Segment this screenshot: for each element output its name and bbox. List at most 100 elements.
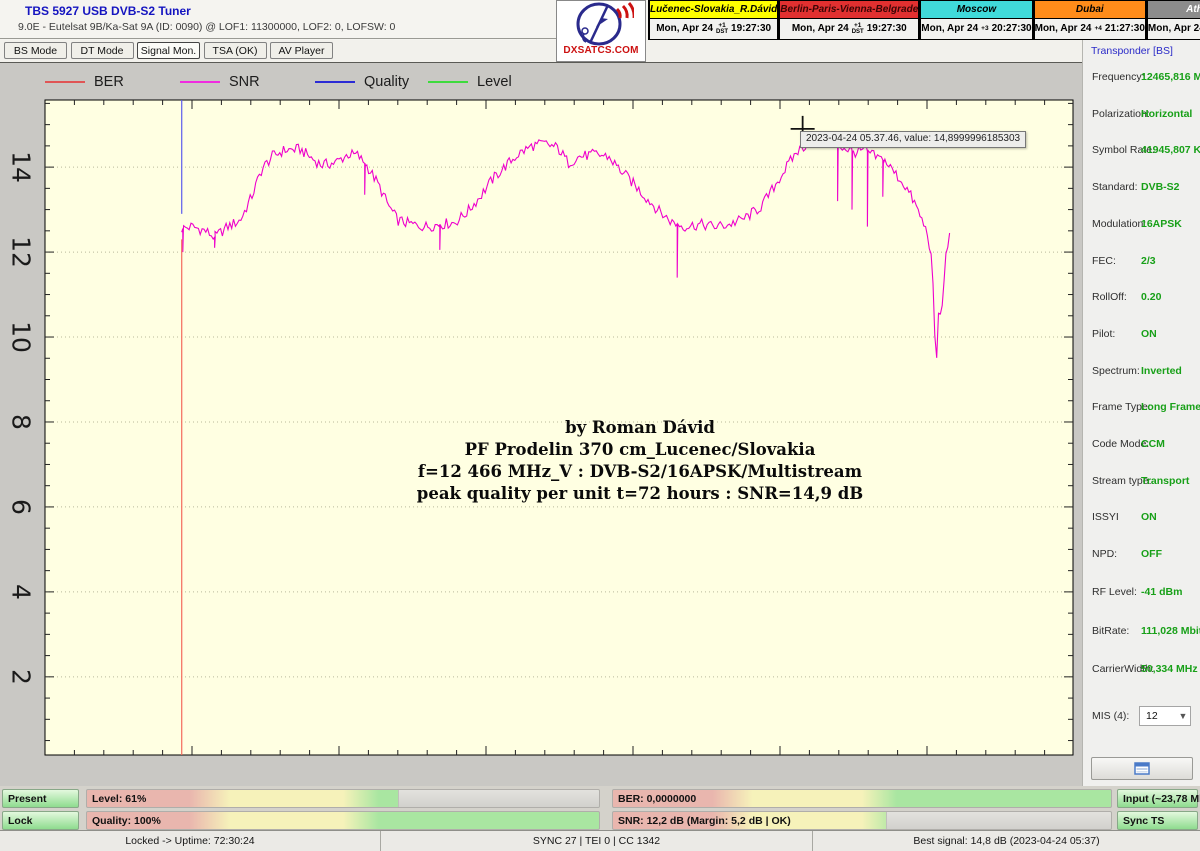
progress-bar-ber: BER: 0,0000000 xyxy=(612,789,1112,808)
tab-av-player[interactable]: AV Player xyxy=(270,42,333,59)
field-label: FEC: xyxy=(1092,254,1116,267)
field-label: ISSYI xyxy=(1092,511,1119,524)
tab-tsa-ok-[interactable]: TSA (OK) xyxy=(203,42,267,59)
chart-legend: BER SNR Quality Level xyxy=(0,71,600,93)
transponder-field-fec-: FEC: 2/3 xyxy=(1083,252,1200,272)
legend-label: Quality xyxy=(364,74,410,90)
field-label: Standard: xyxy=(1092,181,1138,194)
field-value: 12465,816 MHz xyxy=(1141,71,1200,83)
legend-swatch xyxy=(45,81,85,83)
mis-label: MIS (4): xyxy=(1092,710,1130,722)
chart-tooltip: 2023-04-24 05.37.46, value: 14,899999618… xyxy=(800,131,1027,148)
annotation-line: PF Prodelin 370 cm_Lucenec/Slovakia xyxy=(464,440,816,459)
clock-time: Mon, Apr 24 +1 DST 19:27:30 xyxy=(650,18,778,39)
legend-label: Level xyxy=(477,74,512,90)
signal-status-rows: Present Level: 61% BER: 0,0000000 Input (~2… xyxy=(0,786,1200,830)
field-label: NPD: xyxy=(1092,548,1118,561)
clock-utc-offset: +3 xyxy=(981,24,989,32)
status-badge-sync-ts: Sync TS xyxy=(1117,811,1198,830)
progress-remainder xyxy=(885,812,1111,829)
field-label: RollOff: xyxy=(1092,291,1127,304)
transponder-field-frame-type-: Frame Type: Long Frame xyxy=(1083,398,1200,418)
clock-date: Mon, Apr 24 xyxy=(656,23,714,35)
satellite-dish-icon xyxy=(576,2,634,46)
field-value: 50,334 MHz xyxy=(1141,662,1198,675)
dxsatcs-logo: DXSATCS.COM xyxy=(556,0,646,62)
statusbar: Locked -> Uptime: 72:30:24 SYNC 27 | TEI… xyxy=(0,830,1200,851)
field-label: BitRate: xyxy=(1092,624,1130,637)
field-value: OFF xyxy=(1141,548,1162,561)
field-label: Modulation: xyxy=(1092,217,1147,230)
tab-signal-mon-[interactable]: Signal Mon. xyxy=(137,42,200,59)
field-value: 111,028 Mbit/s xyxy=(1141,624,1200,637)
clock-city-label: Moscow xyxy=(921,1,1032,19)
report-icon xyxy=(1134,762,1150,775)
clock-date: Mon, Apr 24 xyxy=(921,23,979,35)
field-value: Transport xyxy=(1141,474,1190,487)
clock-date: Mon, Apr 24 xyxy=(1147,23,1200,35)
field-value: 16APSK xyxy=(1141,217,1182,230)
field-label: Stream type: xyxy=(1092,474,1152,487)
status-badge-present: Present xyxy=(2,789,79,808)
transponder-field-issyi: ISSYI ON xyxy=(1083,508,1200,528)
header-divider xyxy=(0,38,556,39)
transponder-field-stream-type-: Stream type: Transport xyxy=(1083,472,1200,492)
mis-row: MIS (4): 12 ▼ xyxy=(1083,704,1200,726)
field-value: 0.20 xyxy=(1141,291,1162,304)
transponder-field-npd-: NPD: OFF xyxy=(1083,545,1200,565)
progress-label: Quality: 100% xyxy=(92,814,161,827)
field-label: Code Mode: xyxy=(1092,438,1150,450)
transponder-report-button[interactable] xyxy=(1091,757,1193,780)
clock-date: Mon, Apr 24 xyxy=(791,23,849,35)
clock-moscow: Moscow Mon, Apr 24 +3 20:27:30 xyxy=(919,0,1033,40)
field-label: RF Level: xyxy=(1092,586,1137,599)
mis-selected-value: 12 xyxy=(1146,710,1158,722)
legend-item-ber: BER xyxy=(45,71,124,93)
status-badge-lock: Lock xyxy=(2,811,79,830)
transponder-field-standard-: Standard: DVB-S2 xyxy=(1083,178,1200,198)
legend-item-quality: Quality xyxy=(315,71,409,93)
legend-swatch xyxy=(428,81,468,83)
tab-bs-mode[interactable]: BS Mode xyxy=(4,42,67,59)
transponder-field-spectrum-: Spectrum: Inverted xyxy=(1083,362,1200,382)
tab-dt-mode[interactable]: DT Mode xyxy=(70,42,134,59)
transponder-panel-title: Transponder [BS] xyxy=(1091,45,1173,57)
satellite-subtitle: 9.0E - Eutelsat 9B/Ka-Sat 9A (ID: 0090) … xyxy=(18,21,396,33)
clock-city-label: Lučenec-Slovakia_R.Dávid xyxy=(650,1,778,19)
field-label: Frame Type: xyxy=(1092,401,1151,414)
field-label: Spectrum: xyxy=(1092,364,1140,377)
progress-label: SNR: 12,2 dB (Margin: 5,2 dB | OK) xyxy=(618,814,791,827)
transponder-field-frequency-: Frequency:12465,816 MHz xyxy=(1083,68,1200,88)
clock-hms: 21:27:30 xyxy=(1104,23,1145,35)
legend-swatch xyxy=(180,81,220,83)
field-value: 41945,807 KS/s xyxy=(1141,144,1200,157)
status-badge-input-23-78-mbps-: Input (~23,78 Mbps) xyxy=(1117,789,1200,808)
clock-berlin-paris-vienna-belgrade: Berlin-Paris-Vienna-Belgrade Mon, Apr 24 +… xyxy=(778,0,920,40)
mis-dropdown[interactable]: 12 ▼ xyxy=(1139,706,1191,726)
logo-text: DXSATCS.COM xyxy=(563,45,639,56)
y-tick-label: 10 xyxy=(6,321,36,353)
field-label: Pilot: xyxy=(1092,327,1116,340)
tab-strip: BS Mode DT Mode Signal Mon. TSA (OK) AV Play… xyxy=(0,40,1082,63)
signal-chart[interactable] xyxy=(0,63,1082,786)
plot-area[interactable] xyxy=(44,99,1074,756)
field-value: ON xyxy=(1141,511,1157,524)
clock-date: Mon, Apr 24 xyxy=(1034,23,1092,35)
field-value: Inverted xyxy=(1141,364,1182,377)
field-label: Symbol Rate: xyxy=(1092,144,1156,157)
clock-city-label: Berlin-Paris-Vienna-Belgrade xyxy=(780,1,919,19)
progress-bar-level: Level: 61% xyxy=(86,789,600,808)
window-title: TBS 5927 USB DVB-S2 Tuner xyxy=(25,4,191,18)
transponder-field-bitrate-: BitRate: 111,028 Mbit/s xyxy=(1083,622,1200,642)
clock-hms: 19:27:30 xyxy=(731,23,772,35)
annotation-line: f=12 466 MHz_V : DVB-S2/16APSK/Multistre… xyxy=(417,462,863,481)
field-value: -41 dBm xyxy=(1141,586,1183,599)
statusbar-lock-uptime: Locked -> Uptime: 72:30:24 xyxy=(0,831,381,851)
field-value: 2/3 xyxy=(1141,254,1156,267)
transponder-panel: Transponder [BS] Frequency:12465,816 MHz… xyxy=(1082,40,1200,786)
progress-bar-quality: Quality: 100% xyxy=(86,811,600,830)
field-value: ON xyxy=(1141,327,1157,340)
legend-swatch xyxy=(315,81,355,83)
y-tick-label: 2 xyxy=(6,668,36,685)
